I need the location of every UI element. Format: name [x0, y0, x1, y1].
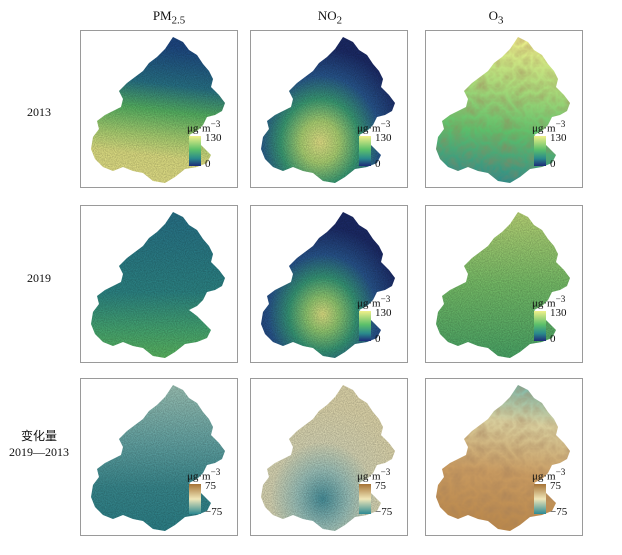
legend-change: μg·m−3 75 −75: [524, 465, 582, 535]
legend-min: 0: [205, 158, 211, 170]
panel-o3-2019: μg·m−3 130 0: [425, 205, 583, 363]
column-header-o3: O3: [488, 8, 504, 27]
legend-max: 130: [205, 132, 222, 144]
panel-no2-change: μg·m−3 75 −75: [250, 378, 408, 536]
panel-o3-2013: μg·m−3 130 0: [425, 30, 583, 188]
map-no2-change: [261, 385, 395, 531]
legend-unit: μg·m−3: [532, 294, 566, 310]
map-o3-2013: [436, 37, 570, 183]
legend-max: 75: [550, 480, 561, 492]
map-o3-change: [436, 385, 570, 531]
map-o3-2019: [436, 212, 570, 358]
legend-concentration: μg·m−3 130 0: [349, 117, 407, 187]
panel-no2-2019: μg·m−3 130 0: [250, 205, 408, 363]
map-pm25-2019: [91, 212, 225, 358]
panel-pm25-change: μg·m−3 75 −75: [80, 378, 238, 536]
legend-max: 130: [375, 132, 392, 144]
legend-max: 130: [550, 307, 567, 319]
legend-unit: μg·m−3: [357, 119, 391, 135]
legend-unit: μg·m−3: [357, 294, 391, 310]
legend-min: 0: [375, 333, 381, 345]
legend-unit: μg·m−3: [187, 119, 221, 135]
legend-min: 0: [375, 158, 381, 170]
legend-colorbar: [534, 311, 546, 341]
legend-min: −75: [205, 506, 223, 518]
panel-o3-change: μg·m−3 75 −75: [425, 378, 583, 536]
legend-concentration: μg·m−3 130 0: [179, 117, 237, 187]
panel-pm25-2019: [80, 205, 238, 363]
legend-min: 0: [550, 333, 556, 345]
legend-unit: μg·m−3: [357, 467, 391, 483]
map-no2-2013: [261, 37, 395, 183]
legend-colorbar: [359, 136, 371, 166]
column-header-pm25: PM2.5: [152, 8, 186, 27]
row-header-2019: 2019: [27, 271, 51, 285]
legend-unit: μg·m−3: [187, 467, 221, 483]
legend-colorbar: [534, 136, 546, 166]
panel-pm25-2013: μg·m−3 130 0: [80, 30, 238, 188]
legend-colorbar: [359, 311, 371, 341]
legend-concentration: μg·m−3 130 0: [524, 292, 582, 362]
legend-change: μg·m−3 75 −75: [349, 465, 407, 535]
legend-colorbar: [359, 484, 371, 514]
legend-max: 75: [205, 480, 216, 492]
legend-colorbar: [534, 484, 546, 514]
legend-min: −75: [375, 506, 393, 518]
legend-concentration: μg·m−3 130 0: [524, 117, 582, 187]
legend-change: μg·m−3 75 −75: [179, 465, 237, 535]
legend-colorbar: [189, 484, 201, 514]
row-header-change: 变化量 2019—2013: [9, 429, 69, 459]
legend-max: 75: [375, 480, 386, 492]
row-header-2013: 2013: [27, 105, 51, 119]
legend-min: 0: [550, 158, 556, 170]
legend-unit: μg·m−3: [532, 119, 566, 135]
legend-max: 130: [550, 132, 567, 144]
column-header-no2: NO2: [317, 8, 343, 27]
map-pm25-change: [91, 385, 225, 531]
map-no2-2019: [261, 212, 395, 358]
legend-colorbar: [189, 136, 201, 166]
map-pm25-2013: [91, 37, 225, 183]
legend-unit: μg·m−3: [532, 467, 566, 483]
panel-no2-2013: μg·m−3 130 0: [250, 30, 408, 188]
legend-concentration: μg·m−3 130 0: [349, 292, 407, 362]
legend-max: 130: [375, 307, 392, 319]
legend-min: −75: [550, 506, 568, 518]
